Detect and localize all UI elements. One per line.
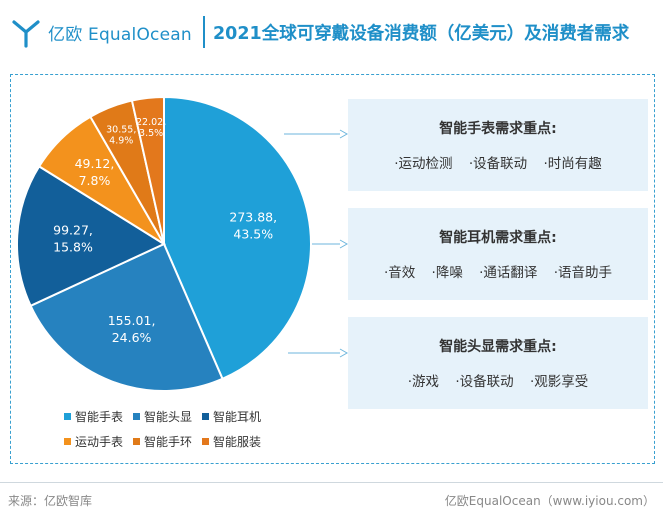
legend-row: 智能手表 智能头显 智能耳机 (64, 408, 304, 425)
legend-item: 智能手表 (64, 408, 123, 425)
arrow-head-icon (339, 239, 349, 249)
card-title: 智能手表需求重点: (439, 121, 557, 137)
data-label-percent: 7.8% (79, 173, 111, 188)
card-items: ·运动检测 ·设备联动 ·时尚有趣 (348, 152, 648, 172)
card-smartwatch-needs: 智能手表需求重点: ·运动检测 ·设备联动 ·时尚有趣 (348, 99, 648, 191)
arrow-head-icon (339, 129, 349, 139)
card-item: ·通话翻译 (479, 265, 538, 281)
legend-item: 智能手环 (133, 433, 192, 450)
credit-note: 亿欧EqualOcean（www.iyiou.com） (444, 494, 655, 508)
legend-item: 智能头显 (133, 408, 192, 425)
header: 亿欧 EqualOcean 2021全球可穿戴设备消费额（亿美元）及消费者需求 (0, 0, 663, 64)
card-headset-needs: 智能头显需求重点: ·游戏 ·设备联动 ·观影享受 (348, 317, 648, 409)
data-label-value: 155.01, (108, 313, 156, 328)
page-title: 2021全球可穿戴设备消费额（亿美元）及消费者需求 (213, 24, 630, 44)
pie-slice (130, 95, 165, 245)
legend: 智能手表 智能头显 智能耳机 运动手表 智能手环 智能服装 (64, 408, 304, 458)
data-label-percent: 43.5% (233, 226, 273, 241)
card-item: ·语音助手 (553, 265, 613, 281)
legend-swatch (64, 438, 71, 445)
legend-swatch (202, 413, 210, 420)
header-divider (203, 16, 205, 48)
equalocean-logo-icon (12, 20, 40, 48)
legend-label: 智能头显 (144, 410, 193, 424)
logo[interactable]: 亿欧 EqualOcean (10, 14, 192, 50)
data-label-percent: 24.6% (112, 330, 152, 345)
arrow-head-icon (339, 348, 349, 358)
legend-label: 运动手表 (75, 435, 124, 449)
legend-item: 智能耳机 (202, 408, 261, 425)
legend-item: 智能服装 (202, 433, 261, 450)
card-title: 智能头显需求重点: (439, 339, 557, 355)
data-label-value: 99.27, (53, 222, 93, 237)
card-item: ·游戏 (407, 374, 440, 390)
card-title: 智能耳机需求重点: (439, 230, 557, 246)
chart-frame (10, 74, 655, 464)
card-item: ·设备联动 (455, 374, 514, 390)
card-earphone-needs: 智能耳机需求重点: ·音效 ·降噪 ·通话翻译 ·语音助手 (348, 208, 648, 300)
legend-row: 运动手表 智能手环 智能服装 (64, 433, 304, 450)
source-note: 来源：亿欧智库 (8, 494, 93, 508)
card-items: ·游戏 ·设备联动 ·观影享受 (348, 370, 648, 390)
legend-label: 智能服装 (213, 435, 262, 449)
data-label-value: 22.02, (136, 117, 166, 128)
footer-divider (0, 482, 663, 483)
legend-swatch (64, 413, 71, 420)
data-label-value: 49.12, (75, 156, 115, 171)
data-label-percent: 15.8% (53, 239, 93, 254)
legend-label: 智能手环 (144, 435, 193, 449)
card-item: ·降噪 (431, 265, 463, 281)
legend-item: 运动手表 (64, 433, 123, 450)
pie-slice (163, 95, 313, 381)
data-label-value: 30.55, (106, 124, 136, 135)
pie-slice (29, 242, 224, 392)
card-item: ·时尚有趣 (543, 156, 602, 172)
card-item: ·运动检测 (394, 156, 453, 172)
card-items: ·音效 ·降噪 ·通话翻译 ·语音助手 (348, 261, 648, 281)
card-item: ·设备联动 (468, 156, 528, 172)
pie-slice (16, 164, 167, 308)
card-item: ·观影享受 (529, 374, 589, 390)
legend-swatch (133, 413, 141, 420)
data-label-value: 273.88, (229, 209, 277, 224)
legend-swatch (202, 438, 210, 445)
legend-label: 智能耳机 (213, 410, 262, 424)
card-item: ·音效 (383, 265, 416, 281)
data-label-percent: 4.9% (109, 135, 133, 146)
legend-swatch (133, 438, 141, 445)
logo-text: 亿欧 EqualOcean (48, 24, 192, 45)
data-label-percent: 3.5% (139, 128, 163, 139)
legend-label: 智能手表 (75, 410, 124, 424)
connector-arrows (284, 129, 349, 358)
